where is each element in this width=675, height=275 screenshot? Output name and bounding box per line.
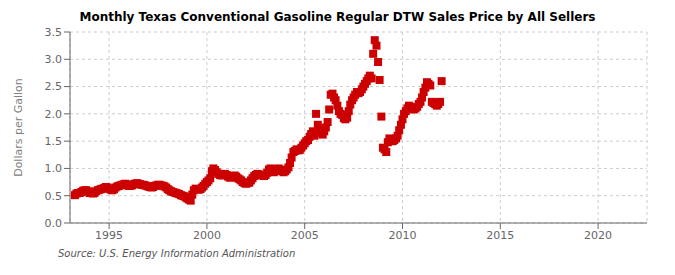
svg-text:2020: 2020 xyxy=(584,229,612,242)
svg-text:0.0: 0.0 xyxy=(45,217,63,230)
svg-text:2000: 2000 xyxy=(193,229,221,242)
svg-text:2.0: 2.0 xyxy=(45,108,63,121)
svg-text:2005: 2005 xyxy=(291,229,319,242)
svg-text:0.5: 0.5 xyxy=(45,190,63,203)
svg-text:2010: 2010 xyxy=(389,229,417,242)
svg-text:3.5: 3.5 xyxy=(45,26,63,39)
svg-text:1995: 1995 xyxy=(95,229,123,242)
html-text:Source: U.S. Energy Informatio: Source: U.S. Energy Information Administ… xyxy=(58,248,296,259)
svg-text:2.5: 2.5 xyxy=(45,80,63,93)
html-text:Monthly Texas Conventional Gas: Monthly Texas Conventional Gasoline Regu… xyxy=(79,10,596,24)
svg-text:Dollars per Gallon: Dollars per Gallon xyxy=(12,78,25,177)
svg-text:3.0: 3.0 xyxy=(45,53,63,66)
svg-text:1.0: 1.0 xyxy=(45,162,63,175)
svg-text:1.5: 1.5 xyxy=(45,135,63,148)
svg-text:2015: 2015 xyxy=(486,229,514,242)
